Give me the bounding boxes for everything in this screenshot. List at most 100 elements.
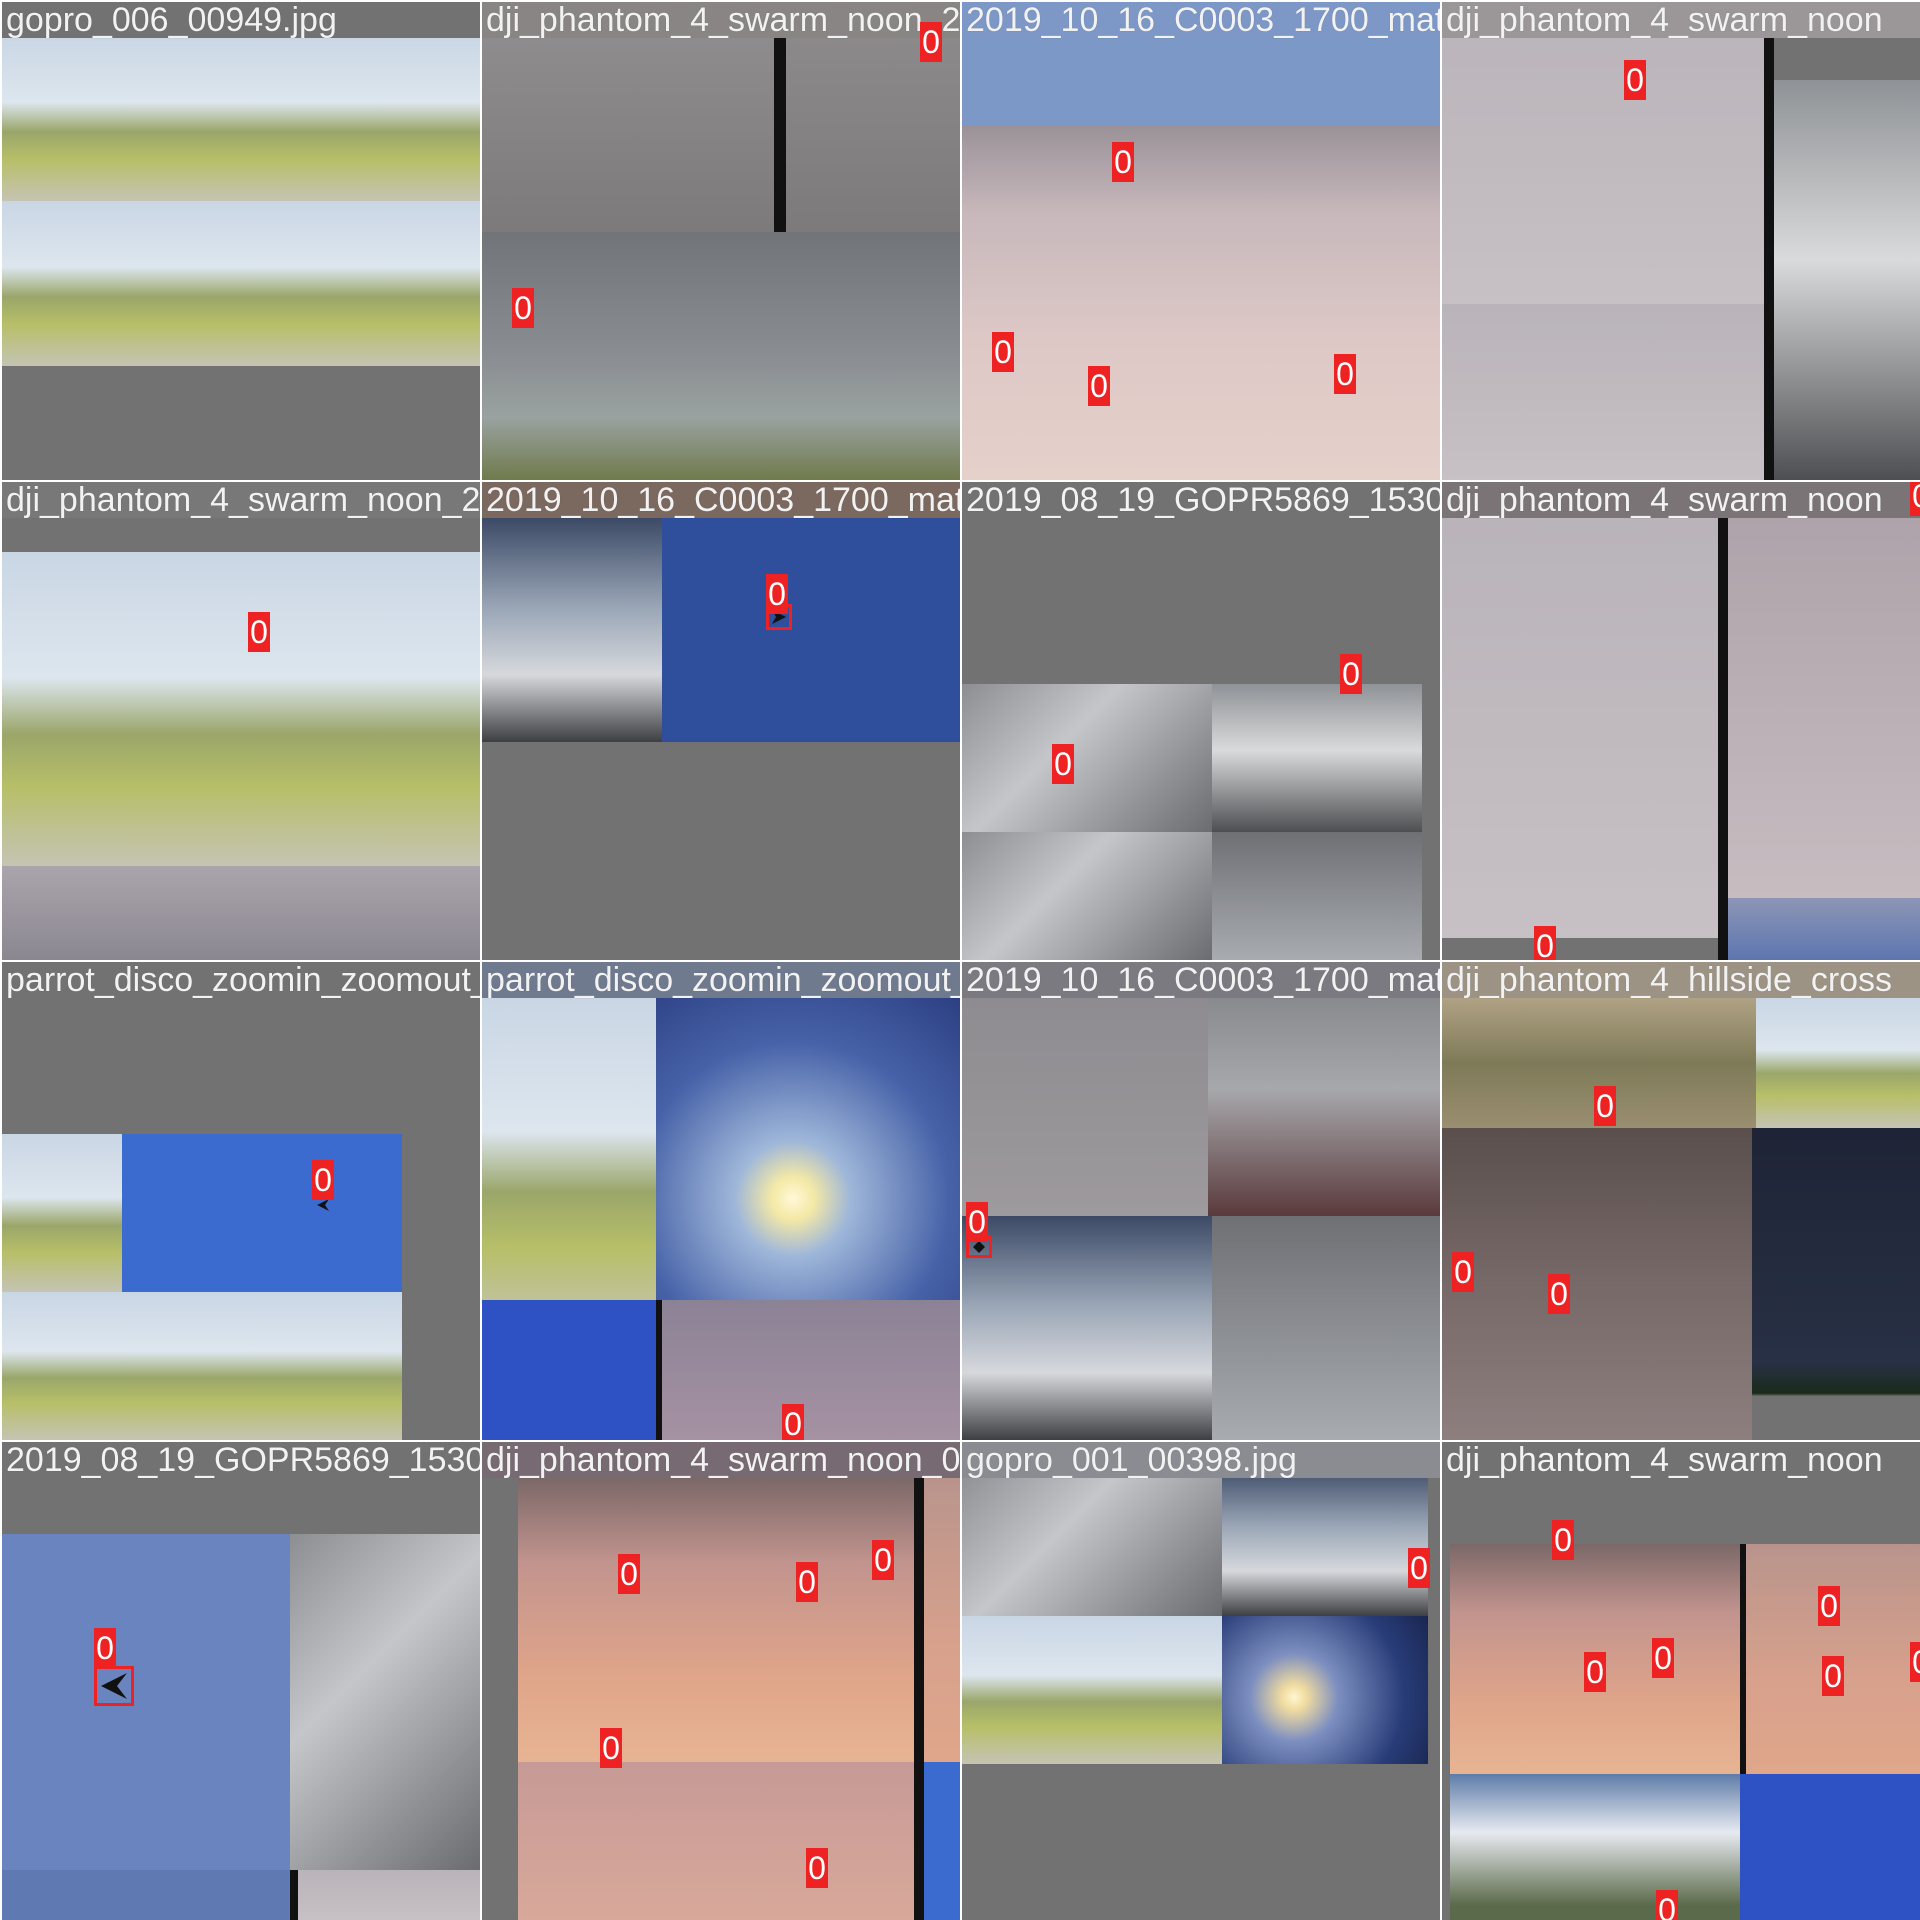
mosaic-tile: 2019_08_19_GOPR5869_1530_phantom_00312.j… bbox=[2, 1442, 480, 1920]
detection-label: 0 bbox=[1818, 1586, 1840, 1626]
tile-title: 2019_10_16_C0003_1700_matrice_00584.jpg bbox=[966, 2, 1440, 39]
detection-label: 0 bbox=[312, 1160, 334, 1200]
image-patch bbox=[1222, 1616, 1428, 1764]
image-patch bbox=[2, 552, 480, 866]
detection-label: 0 bbox=[796, 1562, 818, 1602]
detection-label: 0 bbox=[600, 1728, 622, 1768]
image-patch bbox=[1728, 518, 1920, 898]
image-patch bbox=[1442, 518, 1718, 938]
mosaic-tile: dji_phantom_4_swarm_noon_2019410.jpg 0 0 bbox=[482, 2, 960, 480]
mosaic-tile: dji_phantom_4_hillside_cross 0 0 0 bbox=[1442, 962, 1920, 1440]
mosaic-tile: parrot_disco_zoomin_zoomout_00203.jpg 0 bbox=[2, 962, 480, 1440]
mosaic-tile: gopro_006_00949.jpg bbox=[2, 2, 480, 480]
image-patch bbox=[1764, 38, 1774, 480]
detection-label: 0 bbox=[1822, 1656, 1844, 1696]
detection-label: 0 bbox=[1452, 1252, 1474, 1292]
tile-title: dji_phantom_4_swarm_noon bbox=[1446, 1442, 1883, 1479]
tile-title: dji_phantom_4_hillside_cross bbox=[1446, 962, 1893, 999]
detection-label: 0 bbox=[1534, 926, 1556, 960]
detection-label: 0 bbox=[782, 1404, 804, 1440]
detection-label: 0 bbox=[1334, 354, 1356, 394]
image-patch bbox=[1442, 2, 1764, 304]
detection-label: 0 bbox=[618, 1554, 640, 1594]
image-patch bbox=[2, 1534, 290, 1870]
tile-title-band bbox=[482, 962, 960, 998]
detection-label: 0 bbox=[1408, 1548, 1430, 1588]
detection-label: 0 bbox=[512, 288, 534, 328]
tile-title: dji_phantom_4_swarm_noon bbox=[1446, 2, 1883, 39]
image-patch bbox=[1728, 898, 1920, 960]
image-patch bbox=[924, 1762, 960, 1920]
image-patch bbox=[774, 2, 786, 232]
detection-label: 0 bbox=[806, 1848, 828, 1888]
detection-label: 0 bbox=[1052, 744, 1074, 784]
image-patch bbox=[1442, 304, 1764, 480]
detection-label: 0 bbox=[1910, 1642, 1920, 1682]
tile-title: dji_phantom_4_swarm_noon_2019410.jpg bbox=[486, 2, 960, 39]
image-patch bbox=[962, 126, 1440, 480]
tile-title-band bbox=[962, 1442, 1440, 1478]
image-patch bbox=[1208, 962, 1440, 1216]
tile-title: dji_phantom_4_swarm_noon_2019870.jpg bbox=[6, 482, 480, 519]
tile-title-band bbox=[962, 482, 1440, 518]
tile-title-band bbox=[1442, 2, 1920, 38]
mosaic-tile: 2019_08_19_GOPR5869_1530_phantom_00438.j… bbox=[962, 482, 1440, 960]
image-patch bbox=[1212, 1216, 1440, 1440]
image-patch bbox=[1718, 518, 1728, 960]
detection-label: 0 bbox=[1112, 142, 1134, 182]
detection-label: 0 bbox=[94, 1628, 116, 1668]
image-patch bbox=[1774, 80, 1920, 480]
image-patch bbox=[2, 1292, 122, 1440]
image-patch bbox=[207, 201, 480, 366]
drone-icon bbox=[973, 1241, 985, 1253]
image-patch bbox=[518, 1762, 914, 1920]
mosaic-tile: dji_phantom_4_swarm_noon_2019870.jpg 0 bbox=[2, 482, 480, 960]
image-patch bbox=[207, 36, 480, 201]
image-patch bbox=[924, 1478, 960, 1762]
image-patch bbox=[962, 998, 1208, 1252]
tile-title-band bbox=[2, 1442, 480, 1478]
detection-label: 0 bbox=[1584, 1652, 1606, 1692]
detection-label: 0 bbox=[992, 332, 1014, 372]
detection-label: 0 bbox=[1340, 654, 1362, 694]
tile-title-band bbox=[1442, 482, 1920, 518]
tile-title-band bbox=[2, 482, 480, 518]
image-patch bbox=[962, 684, 1212, 832]
tile-title-band bbox=[2, 2, 480, 38]
tile-title: gopro_006_00949.jpg bbox=[6, 2, 337, 39]
drone-icon bbox=[101, 1673, 127, 1699]
detection-label: 0 bbox=[1652, 1638, 1674, 1678]
detection-label: 0 bbox=[966, 1202, 988, 1242]
tile-title: parrot_disco_zoomin_zoomout_00203.jpg bbox=[6, 962, 480, 999]
image-patch bbox=[290, 1534, 480, 1870]
tile-title-band bbox=[482, 1442, 960, 1478]
image-patch bbox=[656, 998, 960, 1332]
image-patch bbox=[780, 232, 960, 480]
image-patch bbox=[2, 866, 480, 960]
mosaic-tile: dji_phantom_4_swarm_noon_0223.jpg 0 0 0 … bbox=[482, 1442, 960, 1920]
image-patch bbox=[1740, 1774, 1920, 1920]
tile-title: 2019_10_16_C0003_1700_matrice_01540.jpg bbox=[486, 482, 960, 519]
image-patch bbox=[482, 232, 780, 480]
detection-label: 0 bbox=[1624, 60, 1646, 100]
detection-label: 0 bbox=[1594, 1086, 1616, 1126]
detection-label: 0 bbox=[1910, 482, 1920, 516]
image-patch bbox=[962, 1616, 1222, 1764]
mosaic-tile: parrot_disco_zoomin_zoomout_00685.jpg 0 bbox=[482, 962, 960, 1440]
image-patch bbox=[122, 1292, 402, 1440]
image-patch bbox=[962, 1466, 1222, 1616]
mosaic-tile: dji_phantom_4_swarm_noon 0 bbox=[1442, 2, 1920, 480]
image-patch bbox=[290, 1870, 298, 1920]
mosaic-tile: dji_phantom_4_swarm_noon 0 0 0 0 0 0 0 bbox=[1442, 1442, 1920, 1920]
image-patch bbox=[518, 1478, 914, 1762]
image-patch bbox=[482, 518, 662, 742]
tile-title-band bbox=[962, 2, 1440, 38]
mosaic-tile: 2019_10_16_C0003_1700_matrice_01467.jpg … bbox=[962, 962, 1440, 1440]
image-patch bbox=[962, 832, 1212, 960]
image-patch bbox=[482, 998, 656, 1332]
image-patch bbox=[482, 36, 774, 232]
image-patch bbox=[1756, 998, 1920, 1128]
tile-title-band bbox=[2, 962, 480, 998]
image-patch bbox=[1450, 1774, 1740, 1920]
detection-label: 0 bbox=[872, 1540, 894, 1580]
